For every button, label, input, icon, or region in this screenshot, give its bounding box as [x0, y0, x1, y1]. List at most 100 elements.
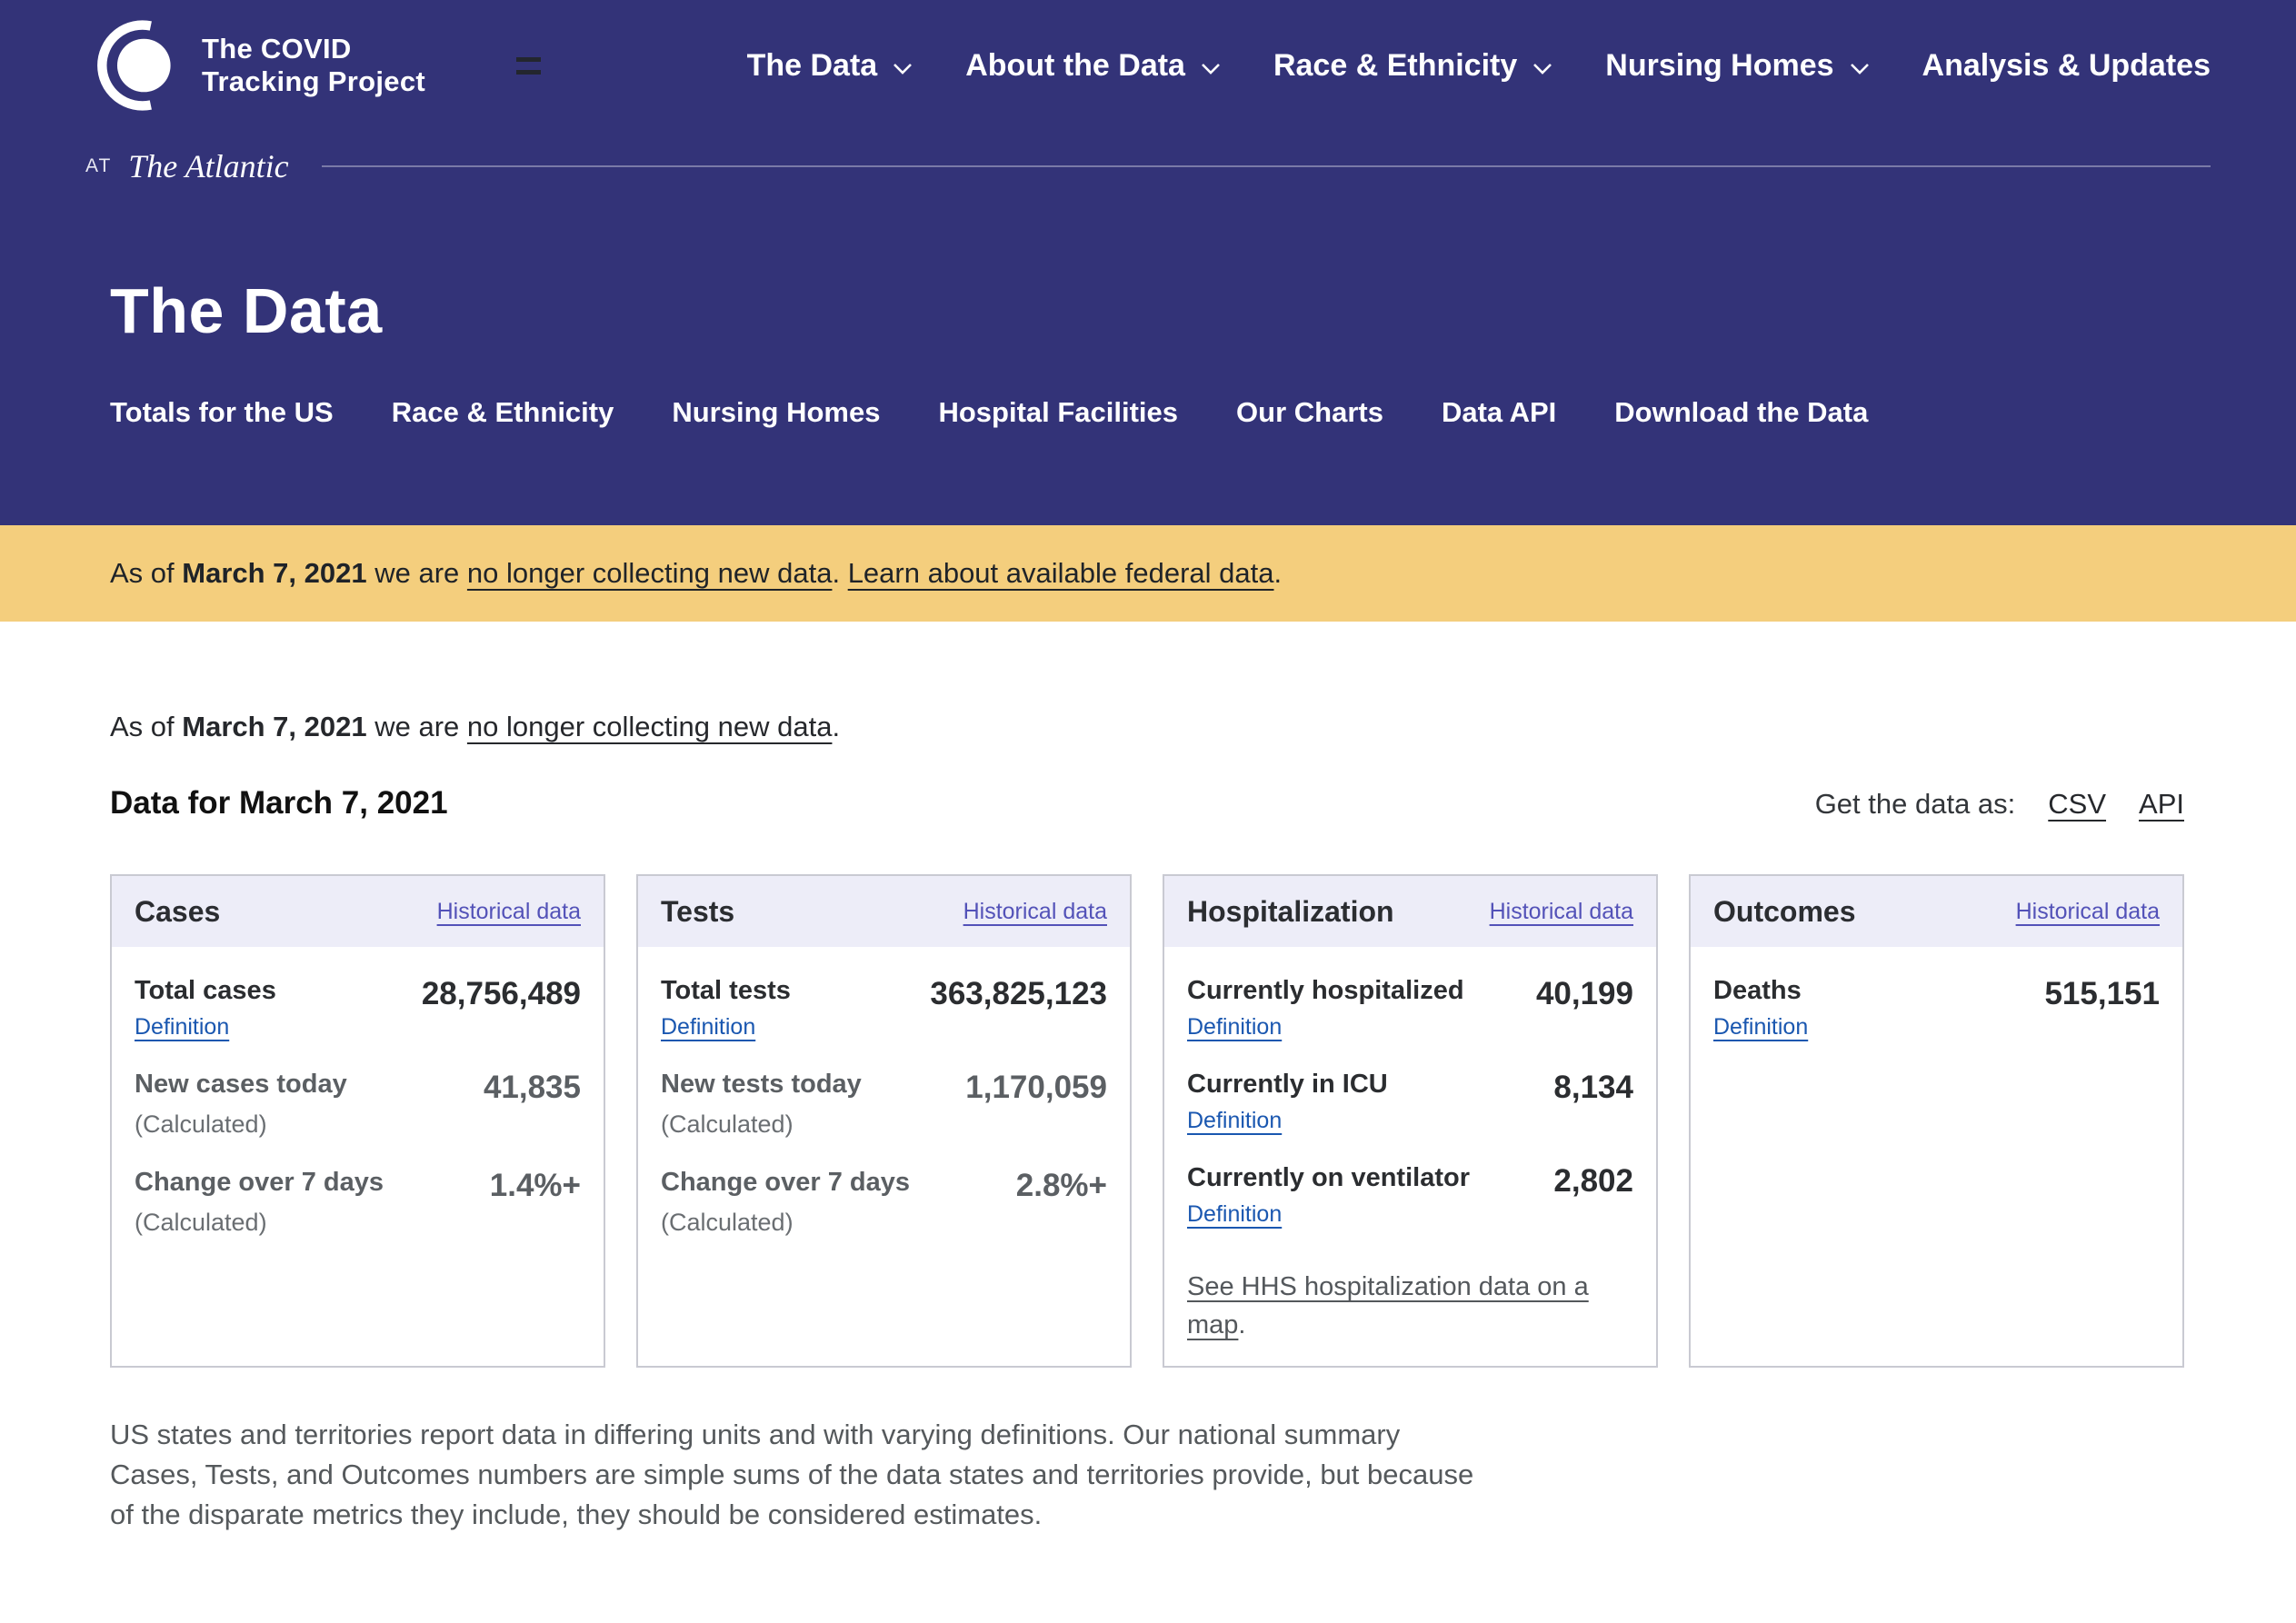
header-divider-line	[321, 165, 2211, 167]
definition-link[interactable]: Definition	[1187, 1201, 1283, 1227]
stat-row-change-7-days: Change over 7 days (Calculated) 2.8%+	[661, 1168, 1107, 1237]
stat-row-total-tests: Total tests Definition 363,825,123	[661, 976, 1107, 1041]
subnav-item-race-ethnicity[interactable]: Race & Ethnicity	[391, 396, 614, 428]
card-cases-body: Total cases Definition 28,756,489 New ca…	[112, 947, 604, 1288]
stat-label: Currently hospitalized	[1187, 976, 1464, 1005]
stat-label: Deaths	[1713, 976, 1802, 1005]
card-tests: Tests Historical data Total tests Defini…	[636, 874, 1132, 1369]
nav-item-label: About the Data	[965, 47, 1185, 83]
notice-link-no-longer-collecting[interactable]: no longer collecting new data	[466, 711, 833, 742]
nav-item-label: Race & Ethnicity	[1273, 47, 1518, 83]
crescent-circle-logo-icon	[97, 20, 171, 111]
historical-data-link[interactable]: Historical data	[436, 898, 581, 924]
card-title: Tests	[661, 894, 735, 928]
card-outcomes: Outcomes Historical data Deaths Definiti…	[1689, 874, 2184, 1369]
csv-link[interactable]: CSV	[2048, 788, 2107, 820]
calculated-note: (Calculated)	[661, 1209, 794, 1236]
stat-label: Change over 7 days	[661, 1168, 910, 1197]
stat-value: 28,756,489	[421, 976, 581, 1011]
menu-icon[interactable]	[516, 56, 542, 75]
menu-icon-bar	[516, 56, 542, 62]
subnav-item-hospital-facilities[interactable]: Hospital Facilities	[938, 396, 1179, 428]
nav-item-label: The Data	[746, 47, 878, 83]
card-title: Hospitalization	[1187, 894, 1394, 928]
logo-line1: The COVID	[202, 33, 352, 65]
the-atlantic-link[interactable]: The Atlantic	[128, 148, 289, 184]
definition-link[interactable]: Definition	[1187, 1014, 1283, 1040]
stat-label: New tests today	[661, 1070, 862, 1099]
definition-link[interactable]: Definition	[661, 1014, 756, 1040]
card-hospitalization: Hospitalization Historical data Currentl…	[1163, 874, 1658, 1369]
card-tests-body: Total tests Definition 363,825,123 New t…	[638, 947, 1130, 1288]
stat-value: 40,199	[1535, 976, 1633, 1011]
stat-value: 2.8%+	[1015, 1168, 1107, 1203]
banner-link-no-longer-collecting[interactable]: no longer collecting new data	[466, 557, 833, 589]
banner-date: March 7, 2021	[182, 557, 367, 589]
site-logo[interactable]: The COVID Tracking Project	[85, 18, 425, 113]
subnav-item-download-the-data[interactable]: Download the Data	[1614, 396, 1869, 428]
logo-wordmark: The COVID Tracking Project	[202, 33, 425, 98]
banner-text: .	[1273, 557, 1283, 589]
stat-label: New cases today	[135, 1070, 347, 1099]
hero-section: The Data Totals for the US Race & Ethnic…	[0, 274, 2296, 525]
nav-item-about-the-data[interactable]: About the Data	[965, 48, 1221, 84]
stat-value: 8,134	[1553, 1070, 1633, 1105]
notice-text: As of	[110, 711, 183, 742]
historical-data-link[interactable]: Historical data	[2015, 898, 2160, 924]
card-hospitalization-header: Hospitalization Historical data	[1164, 876, 1656, 947]
hhs-map-link[interactable]: See HHS hospitalization data on a map	[1187, 1272, 1589, 1340]
get-data-as: Get the data as: CSV API	[1815, 788, 2184, 821]
nav-item-label: Analysis & Updates	[1922, 47, 2211, 83]
stat-row-change-7-days: Change over 7 days (Calculated) 1.4%+	[135, 1168, 581, 1237]
historical-data-link[interactable]: Historical data	[1489, 898, 1633, 924]
summary-cards: Cases Historical data Total cases Defini…	[110, 874, 2184, 1369]
card-outcomes-header: Outcomes Historical data	[1691, 876, 2182, 947]
definition-link[interactable]: Definition	[1187, 1108, 1283, 1133]
stat-value: 1,170,059	[965, 1070, 1107, 1105]
at-label: AT	[85, 155, 113, 176]
stat-value: 2,802	[1553, 1163, 1633, 1199]
stat-row-currently-hospitalized: Currently hospitalized Definition 40,199	[1187, 976, 1633, 1041]
notice-banner: As of March 7, 2021 we are no longer col…	[0, 525, 2296, 622]
chevron-down-icon	[893, 63, 913, 75]
page-subnav: Totals for the US Race & Ethnicity Nursi…	[110, 396, 2186, 525]
main-content: As of March 7, 2021 we are no longer col…	[0, 711, 2296, 1535]
stat-row-currently-in-icu: Currently in ICU Definition 8,134	[1187, 1070, 1633, 1134]
subnav-item-totals-us[interactable]: Totals for the US	[110, 396, 334, 428]
subnav-item-nursing-homes[interactable]: Nursing Homes	[672, 396, 881, 428]
calculated-note: (Calculated)	[135, 1209, 267, 1236]
stat-row-currently-on-ventilator: Currently on ventilator Definition 2,802	[1187, 1163, 1633, 1228]
stat-value: 515,151	[2044, 976, 2160, 1011]
nav-item-analysis-updates[interactable]: Analysis & Updates	[1922, 48, 2211, 84]
definition-link[interactable]: Definition	[1713, 1014, 1809, 1040]
historical-data-link[interactable]: Historical data	[963, 898, 1107, 924]
card-title: Outcomes	[1713, 894, 1856, 928]
chevron-down-icon	[1201, 63, 1221, 75]
nav-item-nursing-homes[interactable]: Nursing Homes	[1605, 48, 1869, 84]
card-title: Cases	[135, 894, 221, 928]
stat-value: 363,825,123	[930, 976, 1107, 1011]
stat-label: Change over 7 days	[135, 1168, 384, 1197]
nav-item-the-data[interactable]: The Data	[747, 48, 913, 84]
stat-row-total-cases: Total cases Definition 28,756,489	[135, 976, 581, 1041]
subnav-item-data-api[interactable]: Data API	[1441, 396, 1557, 428]
main-nav: The Data About the Data Race & Ethnicity…	[747, 48, 2211, 84]
card-hospitalization-body: Currently hospitalized Definition 40,199…	[1164, 947, 1656, 1366]
stat-label: Currently in ICU	[1187, 1070, 1388, 1099]
card-cases: Cases Historical data Total cases Defini…	[110, 874, 605, 1369]
get-data-label: Get the data as:	[1814, 788, 2016, 820]
site-header: The COVID Tracking Project The Data Abou…	[0, 0, 2296, 525]
stat-row-new-cases-today: New cases today (Calculated) 41,835	[135, 1070, 581, 1139]
banner-text: we are	[366, 557, 467, 589]
section-title: Data for March 7, 2021	[110, 785, 448, 821]
inline-notice: As of March 7, 2021 we are no longer col…	[110, 711, 2184, 743]
subnav-item-our-charts[interactable]: Our Charts	[1236, 396, 1383, 428]
banner-link-federal-data[interactable]: Learn about available federal data	[847, 557, 1274, 589]
definition-link[interactable]: Definition	[135, 1014, 230, 1040]
api-link[interactable]: API	[2139, 788, 2184, 820]
card-cases-header: Cases Historical data	[112, 876, 604, 947]
chevron-down-icon	[1850, 63, 1870, 75]
nav-item-race-ethnicity[interactable]: Race & Ethnicity	[1273, 48, 1552, 84]
logo-line2: Tracking Project	[202, 65, 426, 97]
stat-row-new-tests-today: New tests today (Calculated) 1,170,059	[661, 1070, 1107, 1139]
